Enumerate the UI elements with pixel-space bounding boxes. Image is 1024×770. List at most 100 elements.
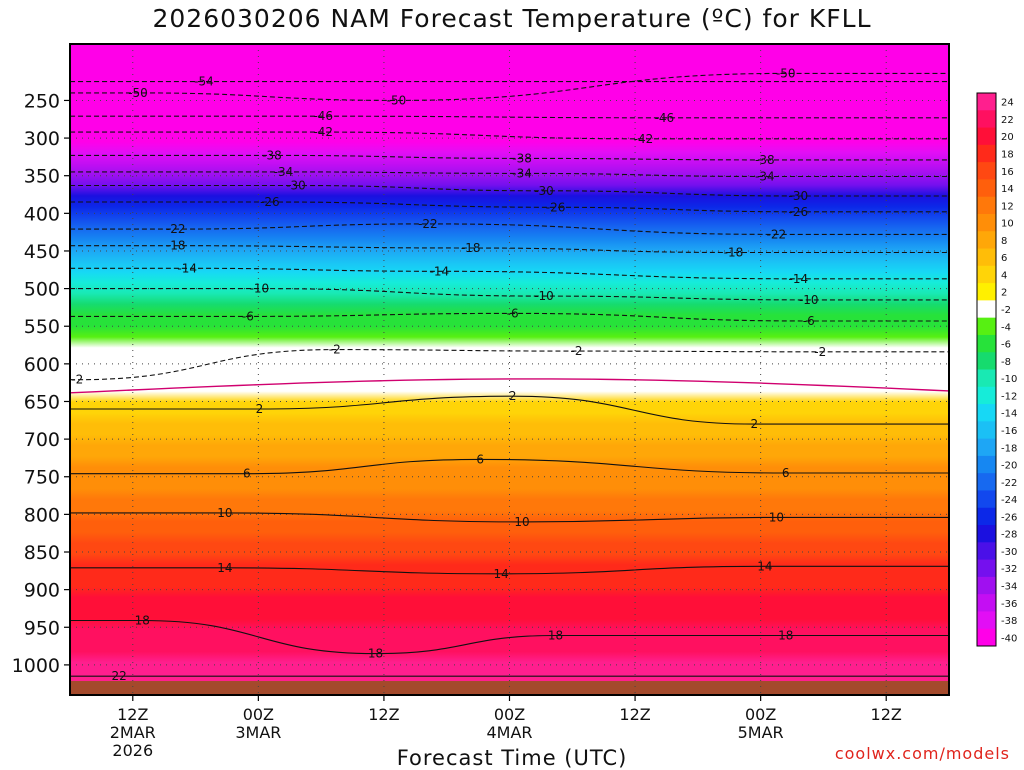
contour-label: -18	[166, 239, 186, 253]
contour-label: -10	[250, 282, 270, 296]
colorbar-swatch	[977, 421, 996, 440]
contour-label: -2	[570, 344, 582, 358]
credit-text: coolwx.com/models	[834, 744, 1010, 763]
contour-layer	[70, 72, 949, 677]
x-tick-label: 2MAR	[110, 723, 156, 742]
contour-label: -2	[71, 373, 83, 387]
x-tick-label: 12Z	[871, 705, 902, 724]
colorbar-swatch	[977, 542, 996, 561]
contour-line	[70, 288, 949, 301]
x-tick-label: 5MAR	[738, 723, 784, 742]
contour-label: 14	[757, 559, 772, 573]
y-tick-label: 650	[24, 391, 60, 413]
colorbar-swatch	[977, 213, 996, 232]
contour-label: -38	[512, 151, 532, 165]
contour-label: -50	[776, 66, 796, 80]
y-tick-label: 350	[24, 166, 60, 188]
contour-label: -50	[387, 93, 407, 107]
colorbar-swatch	[977, 110, 996, 129]
y-tick-label: 1000	[12, 655, 60, 677]
colorbar-swatch	[977, 231, 996, 250]
contour-line	[70, 458, 949, 475]
colorbar-label: 10	[1001, 219, 1014, 230]
colorbar-label: 8	[1001, 236, 1007, 247]
colorbar-label: 18	[1001, 149, 1014, 160]
colorbar-swatch	[977, 127, 996, 146]
contour-label: -30	[286, 178, 306, 192]
colorbar-label: 4	[1001, 270, 1007, 281]
contour-label: -46	[313, 109, 333, 123]
contour-label: -6	[803, 314, 815, 328]
colorbar-swatch	[977, 300, 996, 319]
contour-label: 6	[782, 466, 790, 480]
contour-label: -34	[274, 165, 294, 179]
colorbar-label: -4	[1001, 322, 1011, 333]
contour-line	[70, 245, 949, 254]
contour-label: -22	[418, 217, 438, 231]
contour-label: -30	[789, 189, 809, 203]
contour-label: 18	[778, 629, 793, 643]
colorbar: 24 22 20 18 16 14 12 10 8 6 4 2 -2 -4 -6 -8 -10 -12 -14 -16…	[976, 92, 1017, 647]
y-tick-label: 500	[24, 279, 60, 301]
x-axis-title: Forecast Time (UTC)	[396, 746, 628, 770]
colorbar-swatch	[977, 559, 996, 578]
contour-label: 18	[548, 629, 563, 643]
contour-line	[70, 512, 949, 523]
contour-label: -54	[194, 75, 214, 89]
contour-label: -2	[814, 345, 826, 359]
y-tick-label: 400	[24, 203, 60, 225]
contour-label: 2	[256, 402, 264, 416]
contour-label: -34	[755, 169, 775, 183]
contour-label: -42	[634, 132, 654, 146]
plot-field	[70, 44, 949, 695]
colorbar-label: -20	[1001, 461, 1017, 472]
x-tick-label: 00Z	[494, 705, 525, 724]
y-tick-label: 800	[24, 504, 60, 526]
contour-line	[70, 267, 949, 280]
colorbar-label: -2	[1001, 305, 1011, 316]
y-tick-label: 950	[24, 617, 60, 639]
colorbar-swatch	[977, 611, 996, 630]
colorbar-label: -26	[1001, 512, 1017, 523]
colorbar-swatch	[977, 438, 996, 457]
contour-line	[70, 72, 949, 101]
contour-label: -14	[430, 264, 450, 278]
colorbar-swatch	[977, 576, 996, 595]
colorbar-label: 22	[1001, 115, 1014, 126]
colorbar-label: -36	[1001, 599, 1017, 610]
contour-line	[70, 565, 949, 575]
colorbar-label: -16	[1001, 426, 1017, 437]
contour-label: -30	[534, 184, 554, 198]
ground-band	[70, 681, 949, 695]
colorbar-label: 6	[1001, 253, 1007, 264]
colorbar-swatch	[977, 404, 996, 422]
colorbar-swatch	[977, 352, 996, 370]
contour-label: -18	[724, 245, 744, 259]
chart-title: 2026030206 NAM Forecast Temperature (ºC)…	[152, 4, 872, 33]
y-tick-label: 450	[24, 241, 60, 263]
colorbar-label: 2	[1001, 288, 1007, 299]
colorbar-swatch	[977, 144, 996, 163]
colorbar-swatch	[977, 334, 996, 353]
colorbar-label: -32	[1001, 564, 1017, 575]
colorbar-swatch	[977, 265, 996, 284]
colorbar-label: -28	[1001, 530, 1017, 541]
contour-line	[70, 349, 949, 381]
contour-label: -10	[534, 289, 554, 303]
y-tick-label: 300	[24, 128, 60, 150]
contour-label: -50	[128, 86, 148, 100]
contour-label: 10	[769, 510, 784, 524]
contour-line	[70, 619, 949, 655]
y-tick-label: 600	[24, 354, 60, 376]
contour-label: -14	[789, 272, 809, 286]
colorbar-label: -24	[1001, 495, 1017, 506]
y-tick-label: 750	[24, 467, 60, 489]
y-axis: 250 300 350 400 450 500 550 600 650 700 750 800 850 9…	[12, 90, 70, 677]
colorbar-label: -8	[1001, 357, 1011, 368]
colorbar-swatch	[977, 628, 996, 647]
contour-label: 2	[751, 417, 759, 431]
contour-label: -10	[799, 293, 819, 307]
contour-label: 6	[476, 452, 484, 466]
x-tick-label: 2026	[112, 741, 153, 760]
